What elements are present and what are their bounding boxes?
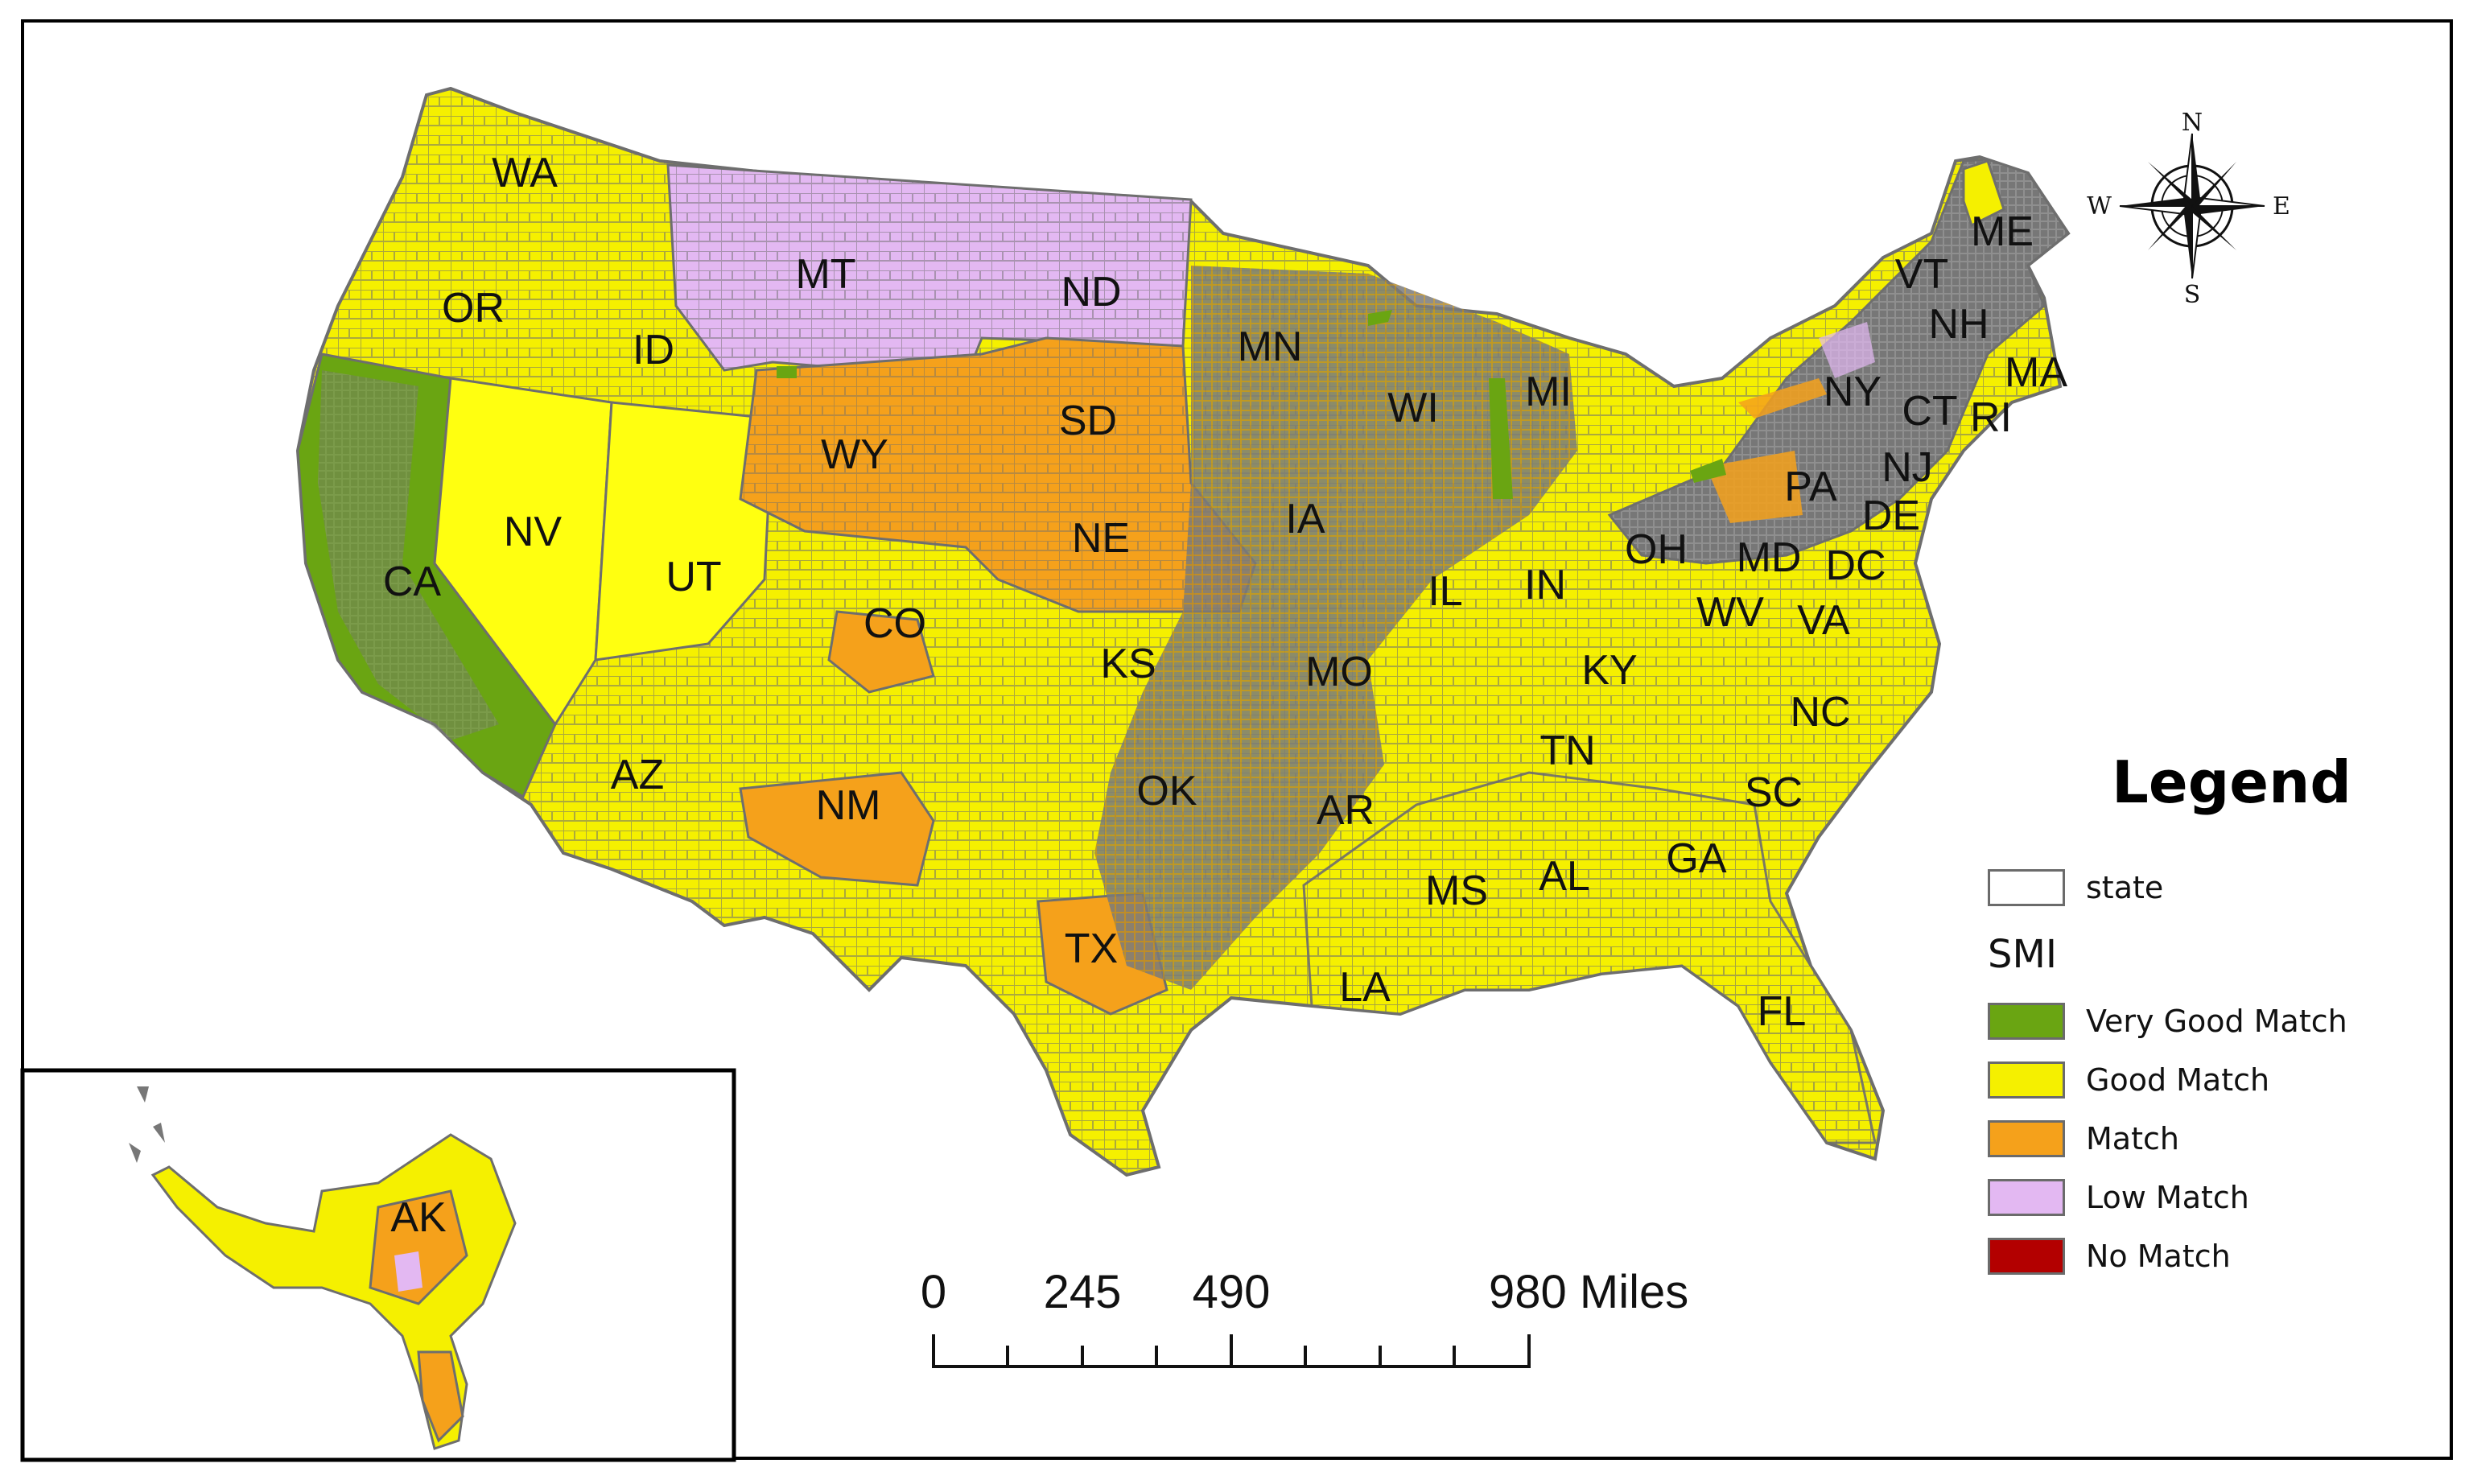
legend-row-very-good-match: Very Good Match: [1988, 1003, 2347, 1040]
legend-row-low-match: Low Match: [1988, 1179, 2249, 1216]
state-label-tx: TX: [1065, 925, 1118, 972]
legend-label: No Match: [2086, 1239, 2231, 1274]
state-label-la: LA: [1339, 964, 1391, 1011]
state-labels: WA OR ID MT ND MN WI MI SD WY NV CA UT NE IA IL IN OH CO KS…: [383, 150, 2067, 1241]
state-label-wa: WA: [492, 150, 558, 196]
state-label-nh: NH: [1928, 301, 1989, 348]
state-label-id: ID: [633, 327, 674, 373]
state-label-ga: GA: [1666, 835, 1726, 882]
state-label-in: IN: [1524, 562, 1566, 608]
state-label-nc: NC: [1790, 689, 1850, 736]
scale-bar: 0 245 490 980 Miles: [921, 1266, 1688, 1368]
state-label-az: AZ: [611, 752, 664, 798]
legend-label: Good Match: [2086, 1062, 2270, 1098]
legend-swatch: [1988, 1179, 2065, 1216]
state-label-mn: MN: [1238, 324, 1303, 370]
state-label-sd: SD: [1059, 398, 1117, 444]
legend-row-match: Match: [1988, 1120, 2179, 1157]
legend-swatch: [1988, 1061, 2065, 1099]
legend-title: Legend: [2112, 748, 2351, 816]
state-label-ms: MS: [1425, 868, 1488, 914]
state-label-mo: MO: [1305, 649, 1373, 695]
state-label-al: AL: [1539, 853, 1590, 900]
state-label-nm: NM: [816, 782, 881, 829]
state-label-ks: KS: [1100, 641, 1156, 687]
compass-south: S: [2184, 281, 2201, 309]
state-label-wv: WV: [1696, 589, 1764, 636]
scale-label-490: 490: [1193, 1266, 1271, 1318]
compass-east: E: [2273, 192, 2290, 221]
legend-swatch: [1988, 1003, 2065, 1040]
state-label-or: OR: [442, 285, 505, 332]
legend-swatch: [1988, 1120, 2065, 1157]
state-label-ny: NY: [1824, 369, 1882, 415]
compass-west: W: [2087, 192, 2112, 221]
state-label-sc: SC: [1745, 769, 1803, 816]
state-label-de: DE: [1862, 493, 1920, 539]
state-label-vt: VT: [1895, 251, 1948, 298]
state-label-tn: TN: [1539, 728, 1595, 774]
state-label-oh: OH: [1625, 526, 1688, 573]
state-label-wi: WI: [1387, 385, 1439, 431]
legend-label: Very Good Match: [2086, 1004, 2347, 1039]
state-swatch: [1988, 869, 2065, 906]
state-label-fl: FL: [1758, 988, 1807, 1035]
scale-label-0: 0: [921, 1266, 946, 1318]
state-label-nd: ND: [1061, 269, 1121, 315]
state-label-mi: MI: [1525, 369, 1572, 415]
state-label-ct: CT: [1902, 388, 1957, 435]
state-label-ne: NE: [1072, 515, 1130, 562]
smi-heading: SMI: [1988, 932, 2058, 977]
state-label-ma: MA: [2005, 349, 2067, 396]
legend-label-state: state: [2086, 870, 2164, 905]
state-label-dc: DC: [1825, 542, 1886, 589]
legend-row-good-match: Good Match: [1988, 1061, 2269, 1099]
state-label-ut: UT: [666, 554, 721, 600]
state-label-il: IL: [1428, 568, 1462, 615]
state-label-va: VA: [1797, 597, 1850, 644]
state-label-ca: CA: [383, 559, 442, 605]
state-label-me: ME: [1971, 208, 2034, 255]
state-label-md: MD: [1737, 534, 1802, 581]
state-label-ar: AR: [1317, 787, 1375, 834]
state-label-wy: WY: [821, 431, 888, 478]
state-label-ak: AK: [390, 1194, 447, 1241]
state-label-ok: OK: [1136, 768, 1197, 814]
legend-row-no-match: No Match: [1988, 1238, 2231, 1275]
state-label-ky: KY: [1581, 647, 1637, 694]
legend-label: Match: [2086, 1121, 2179, 1156]
compass-north: N: [2182, 109, 2203, 137]
state-label-nv: NV: [504, 509, 563, 555]
state-label-ia: IA: [1285, 496, 1325, 542]
legend-label: Low Match: [2086, 1180, 2249, 1215]
state-label-co: CO: [863, 600, 926, 647]
dense-midwest-region: [1094, 266, 1577, 990]
legend-swatch: [1988, 1238, 2065, 1275]
state-label-nj: NJ: [1882, 444, 1933, 491]
state-label-ri: RI: [1970, 394, 2012, 441]
scale-label-245: 245: [1044, 1266, 1122, 1318]
compass-rose-icon: N S E W: [2087, 109, 2290, 309]
scale-label-980: 980 Miles: [1489, 1266, 1688, 1318]
state-label-pa: PA: [1784, 464, 1837, 510]
state-label-mt: MT: [795, 251, 855, 298]
legend-row-state: state: [1988, 869, 2163, 906]
